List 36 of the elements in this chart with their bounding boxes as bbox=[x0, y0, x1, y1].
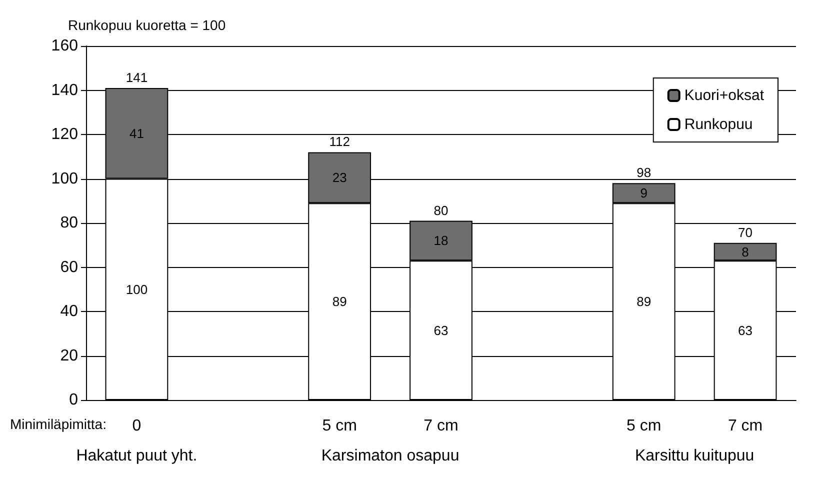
text: Hakatut puut yht. bbox=[76, 448, 198, 464]
data-label: 63 bbox=[434, 322, 448, 338]
x-tick-label: 5 cm bbox=[626, 418, 662, 434]
data-label: 9 bbox=[640, 186, 648, 201]
total-label: 98 bbox=[636, 165, 652, 180]
text: Karsimaton osapuu bbox=[321, 448, 460, 464]
x-tick-label: 7 cm bbox=[424, 418, 458, 434]
x-tick-label: 5 cm bbox=[322, 418, 357, 434]
text: Karsittu kuitupuu bbox=[634, 448, 754, 464]
y-tick-label: 0 bbox=[69, 392, 78, 408]
data-label: 18 bbox=[434, 233, 448, 248]
x-tick-label: 7 cm bbox=[728, 418, 763, 434]
y-tick-label: 60 bbox=[60, 258, 78, 276]
text: Minimiläpimitta: bbox=[10, 416, 106, 432]
total-label: 70 bbox=[738, 224, 753, 240]
legend-label: Runkopuu bbox=[684, 116, 753, 133]
data-label: 8 bbox=[742, 244, 749, 260]
y-tick-label: 140 bbox=[51, 82, 78, 99]
data-label: 89 bbox=[332, 294, 347, 310]
x-tick-label: 0 bbox=[132, 418, 142, 434]
y-tick-label: 160 bbox=[51, 38, 78, 54]
data-label: 100 bbox=[126, 282, 148, 297]
y-tick-label: 20 bbox=[60, 347, 78, 364]
legend-label: Kuori+oksat bbox=[684, 87, 765, 104]
total-label: 112 bbox=[329, 134, 350, 150]
y-tick-label: 40 bbox=[60, 303, 78, 320]
data-label: 23 bbox=[332, 170, 347, 186]
y-tick-label: 80 bbox=[60, 214, 78, 232]
text: Runkopuu kuoretta = 100 bbox=[68, 17, 226, 33]
data-label: 89 bbox=[636, 294, 652, 310]
data-label: 41 bbox=[129, 126, 144, 141]
data-label: 63 bbox=[738, 322, 753, 338]
y-tick-label: 120 bbox=[51, 126, 78, 143]
total-label: 141 bbox=[126, 70, 148, 86]
y-tick-label: 100 bbox=[51, 170, 78, 188]
total-label: 80 bbox=[434, 202, 448, 218]
